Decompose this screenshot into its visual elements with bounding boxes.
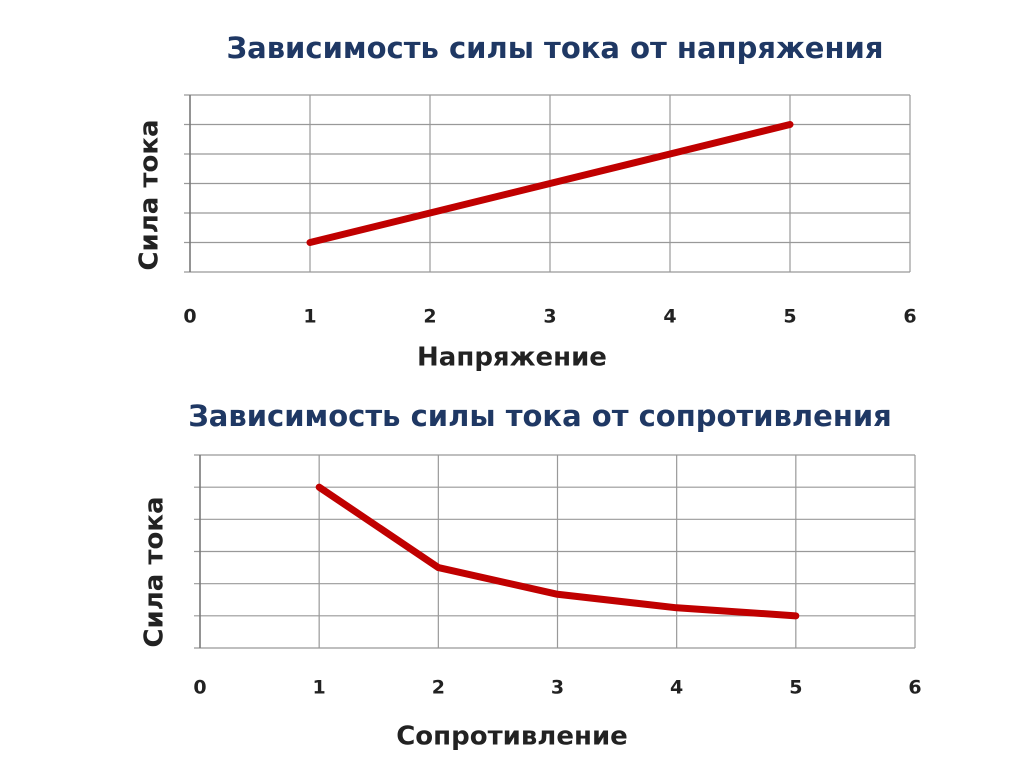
chart-title: Зависимость силы тока от сопротивления [188, 399, 892, 433]
x-tick-label: 1 [313, 677, 326, 699]
x-tick-label: 2 [432, 677, 445, 699]
x-tick-label: 6 [908, 677, 921, 699]
chart-title: Зависимость силы тока от напряжения [227, 31, 884, 65]
y-axis-label: Сила тока [135, 119, 165, 270]
x-tick-label: 5 [783, 306, 796, 328]
x-tick-label: 0 [193, 677, 206, 699]
x-tick-label: 2 [423, 306, 436, 328]
x-tick-label: 6 [903, 306, 916, 328]
x-axis-label: Сопротивление [396, 722, 628, 752]
x-tick-label: 1 [303, 306, 316, 328]
x-tick-label: 0 [183, 306, 196, 328]
x-tick-label: 5 [789, 677, 802, 699]
x-tick-label: 3 [551, 677, 564, 699]
x-tick-label: 4 [663, 306, 676, 328]
data-line [315, 483, 800, 620]
x-axis-label: Напряжение [417, 343, 607, 373]
data-line [306, 121, 794, 246]
x-tick-label: 4 [670, 677, 683, 699]
x-tick-label: 3 [543, 306, 556, 328]
y-axis-label: Сила тока [140, 496, 170, 647]
